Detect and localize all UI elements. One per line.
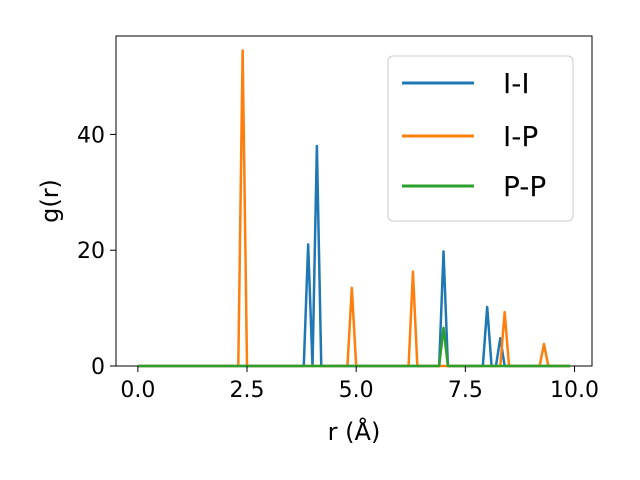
y-tick-label: 0 bbox=[91, 355, 105, 380]
series-line-p-p bbox=[137, 326, 571, 368]
legend: I-I I-P P-P bbox=[387, 55, 574, 222]
tick-layer: 0.0 2.5 5.0 7.5 10.0 0 20 40 bbox=[77, 123, 599, 403]
x-tick-label: 10.0 bbox=[550, 378, 599, 403]
y-tick-label: 40 bbox=[77, 123, 105, 148]
x-tick-label: 0.0 bbox=[120, 378, 155, 403]
legend-label-i-i: I-I bbox=[503, 67, 530, 100]
series-layer bbox=[137, 49, 571, 368]
x-axis-label: r (Å) bbox=[328, 417, 381, 446]
x-tick-label: 7.5 bbox=[448, 378, 483, 403]
y-axis-label: g(r) bbox=[36, 179, 64, 223]
x-tick-label: 2.5 bbox=[230, 378, 265, 403]
x-tick-label: 5.0 bbox=[339, 378, 374, 403]
legend-label-i-p: I-P bbox=[503, 120, 538, 153]
legend-label-p-p: P-P bbox=[503, 170, 546, 203]
y-tick-label: 20 bbox=[77, 239, 105, 264]
legend-box bbox=[387, 55, 574, 222]
